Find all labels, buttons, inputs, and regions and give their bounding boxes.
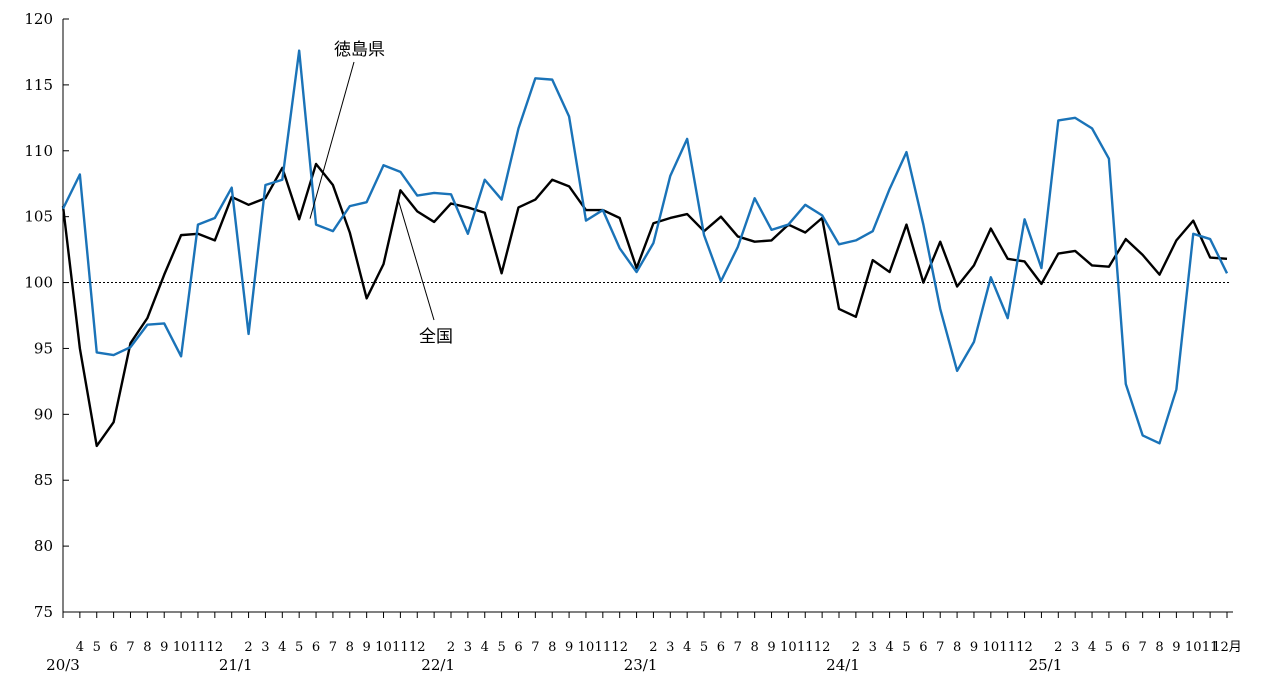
x-month-label: 9 bbox=[767, 640, 775, 655]
x-month-label: 5 bbox=[902, 640, 910, 655]
x-month-label: 12 bbox=[409, 640, 426, 655]
x-month-label: 10 bbox=[375, 640, 392, 655]
y-tick-label: 100 bbox=[24, 274, 53, 292]
x-month-label: 12 bbox=[207, 640, 224, 655]
x-month-label: 4 bbox=[885, 640, 893, 655]
series-annotation-label: 全国 bbox=[419, 327, 453, 347]
x-month-label: 8 bbox=[751, 640, 759, 655]
x-month-label: 10 bbox=[1185, 640, 1202, 655]
y-tick-label: 95 bbox=[34, 339, 53, 357]
x-month-label: 12 bbox=[814, 640, 831, 655]
x-month-label: 11 bbox=[595, 640, 612, 655]
y-tick-label: 105 bbox=[24, 208, 53, 226]
x-year-label: 20/3 bbox=[46, 656, 80, 674]
y-tick-label: 110 bbox=[24, 142, 53, 160]
x-month-label: 2 bbox=[649, 640, 657, 655]
x-year-label: 24/1 bbox=[826, 656, 860, 674]
x-month-label: 7 bbox=[329, 640, 337, 655]
x-month-label: 5 bbox=[93, 640, 101, 655]
x-month-label: 9 bbox=[970, 640, 978, 655]
x-month-label: 12 bbox=[1016, 640, 1033, 655]
y-axis: 75 80 85 90 95 100 105 110 115 120 bbox=[24, 10, 69, 621]
series-line-tokushima bbox=[61, 49, 1229, 445]
y-tick-label: 80 bbox=[34, 537, 53, 555]
x-month-label: 12月 bbox=[1212, 640, 1242, 655]
x-month-label: 6 bbox=[514, 640, 522, 655]
x-month-label: 9 bbox=[565, 640, 573, 655]
x-month-label: 7 bbox=[531, 640, 539, 655]
x-month-label: 10 bbox=[983, 640, 1000, 655]
x-month-label: 6 bbox=[919, 640, 927, 655]
x-month-label: 12 bbox=[611, 640, 628, 655]
x-month-label: 9 bbox=[1172, 640, 1180, 655]
x-year-label: 22/1 bbox=[421, 656, 455, 674]
y-tick-label: 85 bbox=[34, 471, 53, 489]
x-month-label: 7 bbox=[936, 640, 944, 655]
x-month-label: 2 bbox=[244, 640, 252, 655]
x-month-label: 6 bbox=[1122, 640, 1130, 655]
series-layer bbox=[61, 49, 1229, 448]
x-month-label: 5 bbox=[497, 640, 505, 655]
x-month-label: 8 bbox=[548, 640, 556, 655]
x-month-label: 6 bbox=[109, 640, 117, 655]
x-axis: 4 5 6 7 8 9 10 11 12 2 3 4 5 6 7 8 9 10 11 12 2 3 4 5 6 7 8 9 10 11 12… bbox=[46, 611, 1242, 674]
x-month-label: 11 bbox=[392, 640, 409, 655]
x-month-label: 3 bbox=[666, 640, 674, 655]
x-month-label: 8 bbox=[346, 640, 354, 655]
series-annotation-label: 徳島県 bbox=[334, 40, 385, 60]
x-month-label: 5 bbox=[1105, 640, 1113, 655]
x-month-label: 8 bbox=[1155, 640, 1163, 655]
x-month-label: 5 bbox=[700, 640, 708, 655]
x-month-label: 5 bbox=[295, 640, 303, 655]
annotation-leader-line bbox=[397, 200, 435, 321]
x-month-label: 2 bbox=[1054, 640, 1062, 655]
x-month-label: 4 bbox=[481, 640, 489, 655]
x-month-label: 7 bbox=[126, 640, 134, 655]
x-month-label: 2 bbox=[447, 640, 455, 655]
y-tick-label: 90 bbox=[34, 405, 53, 423]
x-month-label: 3 bbox=[261, 640, 269, 655]
y-tick-label: 75 bbox=[34, 603, 53, 621]
x-year-label: 23/1 bbox=[624, 656, 658, 674]
x-month-label: 4 bbox=[1088, 640, 1096, 655]
x-year-label: 21/1 bbox=[219, 656, 253, 674]
annotation-leader-line bbox=[309, 61, 355, 219]
y-tick-label: 115 bbox=[24, 76, 53, 94]
x-month-label: 11 bbox=[1202, 640, 1219, 655]
x-month-label: 4 bbox=[76, 640, 84, 655]
x-month-label: 4 bbox=[683, 640, 691, 655]
x-month-label: 3 bbox=[869, 640, 877, 655]
x-month-label: 6 bbox=[312, 640, 320, 655]
series-line-national bbox=[61, 162, 1228, 448]
x-month-label: 11 bbox=[190, 640, 207, 655]
x-month-label: 6 bbox=[717, 640, 725, 655]
x-month-label: 2 bbox=[852, 640, 860, 655]
y-tick-label: 120 bbox=[24, 10, 53, 28]
x-month-label: 8 bbox=[953, 640, 961, 655]
x-month-label: 7 bbox=[734, 640, 742, 655]
x-month-label: 9 bbox=[160, 640, 168, 655]
x-month-label: 11 bbox=[797, 640, 814, 655]
x-month-label: 10 bbox=[578, 640, 595, 655]
x-month-label: 10 bbox=[780, 640, 797, 655]
x-month-label: 8 bbox=[143, 640, 151, 655]
x-month-label: 9 bbox=[363, 640, 371, 655]
x-month-label: 7 bbox=[1139, 640, 1147, 655]
x-month-label: 3 bbox=[464, 640, 472, 655]
x-month-label: 3 bbox=[1071, 640, 1079, 655]
x-month-label: 11 bbox=[999, 640, 1016, 655]
x-year-label: 25/1 bbox=[1029, 656, 1063, 674]
x-month-label: 10 bbox=[173, 640, 190, 655]
x-month-label: 4 bbox=[278, 640, 286, 655]
